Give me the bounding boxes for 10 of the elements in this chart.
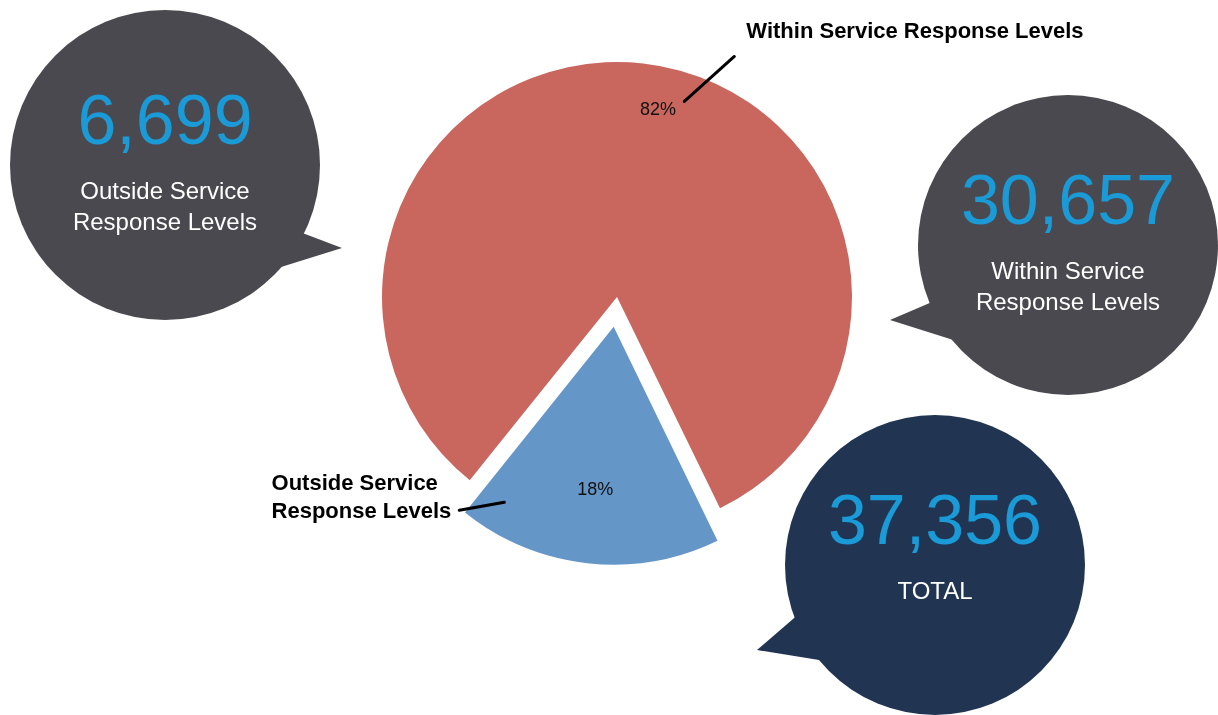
slice-label: Within Service Response Levels [746, 17, 1084, 43]
text: 30,657 [959, 161, 1177, 239]
text: TOTAL [896, 576, 974, 606]
data-label: 18% [577, 479, 614, 500]
text: Outside Service Response Levels [71, 176, 259, 238]
text: 37,356 [826, 481, 1044, 559]
data-label: 82% [639, 99, 676, 120]
slice-label: Outside Service Response Levels [271, 470, 452, 524]
text: 6,699 [76, 81, 254, 159]
text: Within Service Response Levels [974, 256, 1162, 318]
